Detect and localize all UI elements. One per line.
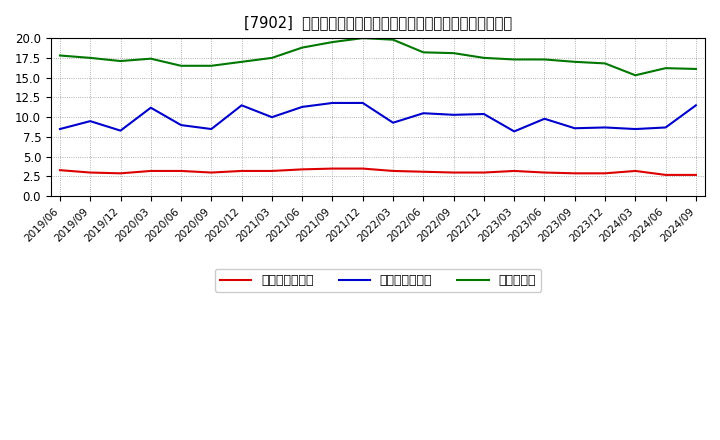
在庫回転率 [661,66,670,71]
在庫回転率 [176,63,185,69]
売上債権回転率 [389,169,397,174]
買入債務回転率 [176,122,185,128]
在庫回転率 [146,56,155,61]
Line: 売上債権回転率: 売上債権回転率 [60,169,696,175]
買入債務回転率 [419,110,428,116]
買入債務回転率 [570,125,579,131]
売上債権回転率 [661,172,670,178]
在庫回転率 [207,63,216,69]
買入債務回転率 [207,126,216,132]
売上債権回転率 [55,168,64,173]
売上債権回転率 [480,170,488,175]
買入債務回転率 [540,116,549,121]
買入債務回転率 [449,112,458,117]
在庫回転率 [600,61,609,66]
在庫回転率 [510,57,518,62]
在庫回転率 [328,40,337,45]
買入債務回転率 [692,103,701,108]
在庫回転率 [116,59,125,64]
売上債権回転率 [600,171,609,176]
買入債務回転率 [116,128,125,133]
売上債権回転率 [86,170,94,175]
在庫回転率 [419,50,428,55]
売上債権回転率 [238,169,246,174]
売上債権回転率 [176,169,185,174]
買入債務回転率 [328,100,337,106]
買入債務回転率 [600,125,609,130]
買入債務回転率 [661,125,670,130]
売上債権回転率 [449,170,458,175]
買入債務回転率 [238,103,246,108]
在庫回転率 [631,73,639,78]
在庫回転率 [298,45,307,50]
売上債権回転率 [570,171,579,176]
在庫回転率 [540,57,549,62]
買入債務回転率 [480,111,488,117]
売上債権回転率 [298,167,307,172]
売上債権回転率 [692,172,701,178]
買入債務回転率 [389,120,397,125]
売上債権回転率 [631,169,639,174]
在庫回転率 [692,66,701,72]
Line: 買入債務回転率: 買入債務回転率 [60,103,696,132]
在庫回転率 [359,36,367,41]
売上債権回転率 [268,169,276,174]
買入債務回転率 [631,126,639,132]
買入債務回転率 [510,129,518,134]
Title: [7902]  売上債権回転率、買入債務回転率、在庫回転率の推移: [7902] 売上債権回転率、買入債務回転率、在庫回転率の推移 [244,15,512,30]
在庫回転率 [55,53,64,58]
在庫回転率 [238,59,246,65]
Line: 在庫回転率: 在庫回転率 [60,38,696,75]
買入債務回転率 [55,126,64,132]
在庫回転率 [268,55,276,61]
在庫回転率 [449,51,458,56]
在庫回転率 [86,55,94,61]
Legend: 売上債権回転率, 買入債務回転率, 在庫回転率: 売上債権回転率, 買入債務回転率, 在庫回転率 [215,269,541,292]
売上債権回転率 [359,166,367,171]
売上債権回転率 [540,170,549,175]
買入債務回転率 [359,100,367,106]
在庫回転率 [480,55,488,61]
売上債権回転率 [146,169,155,174]
売上債権回転率 [328,166,337,171]
売上債権回転率 [116,171,125,176]
買入債務回転率 [268,114,276,120]
買入債務回転率 [86,118,94,124]
売上債権回転率 [207,170,216,175]
在庫回転率 [389,37,397,42]
売上債権回転率 [419,169,428,174]
買入債務回転率 [146,105,155,110]
売上債権回転率 [510,169,518,174]
在庫回転率 [570,59,579,65]
買入債務回転率 [298,104,307,110]
